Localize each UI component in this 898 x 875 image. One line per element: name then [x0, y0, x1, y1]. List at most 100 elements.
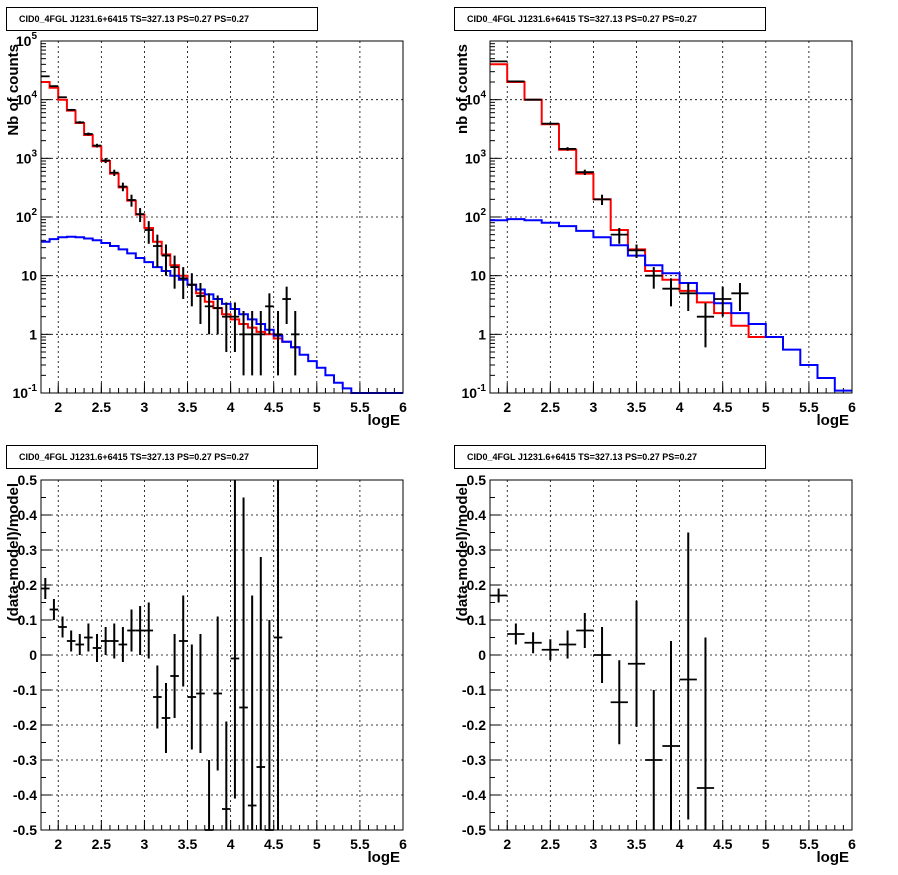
y-tick-label: 10 [21, 268, 37, 284]
y-tick-label: 1 [478, 326, 486, 342]
data-point [662, 278, 680, 307]
data-point [696, 637, 715, 830]
y-axis-label: (data-model)/model [454, 483, 471, 621]
y-tick-label: 10-1 [13, 383, 38, 401]
plot-frame [40, 40, 404, 394]
y-tick-label: 10 [470, 268, 486, 284]
y-tick-label: -0.2 [13, 717, 37, 733]
panel-title-bottom-right: CID0_4FGL J1231.6+6415 TS=327.13 PS=0.27… [454, 445, 766, 469]
x-tick-label: 3 [590, 399, 598, 415]
x-tick-label: 4.5 [264, 836, 284, 852]
y-tick-label: -0.4 [13, 787, 37, 803]
data-point [610, 660, 628, 745]
x-tick-label: 3.5 [627, 399, 647, 415]
data-point [127, 609, 136, 652]
total-model-histogram [41, 81, 300, 349]
data-point [127, 194, 136, 207]
data-point [144, 602, 154, 659]
x-tick-label: 3.5 [178, 836, 198, 852]
data-point [170, 634, 179, 718]
y-tick-label: 104 [16, 90, 38, 108]
data-point [101, 627, 110, 655]
plot-frame [489, 40, 853, 394]
data-point [230, 302, 240, 352]
x-tick-label: 6 [848, 399, 856, 415]
data-point [187, 644, 197, 750]
x-tick-label: 6 [848, 836, 856, 852]
y-tick-label: 0.3 [467, 542, 487, 558]
x-tick-label: 2 [54, 836, 62, 852]
y-tick-label: -0.3 [462, 752, 486, 768]
data-point [558, 630, 577, 659]
data-point [92, 143, 102, 148]
data-point [58, 96, 67, 99]
x-tick-label: 5.5 [350, 399, 370, 415]
y-tick-label: -0.4 [462, 787, 486, 803]
x-tick-label: 4 [676, 836, 684, 852]
x-axis-label: logE [817, 849, 850, 866]
y-tick-label: 0.5 [467, 472, 487, 488]
x-tick-label: 4 [227, 836, 235, 852]
y-tick-label: -0.2 [462, 717, 486, 733]
data-point [49, 85, 59, 88]
data-point [627, 244, 646, 259]
y-tick-label: 0.2 [467, 577, 487, 593]
y-tick-label: 103 [16, 148, 38, 166]
panel-title-top-right: CID0_4FGL J1231.6+6415 TS=327.13 PS=0.27… [454, 7, 766, 31]
data-point [524, 632, 542, 654]
y-tick-label: 0.2 [18, 577, 38, 593]
x-tick-label: 4 [676, 399, 684, 415]
data-point [144, 221, 154, 244]
y-tick-label: 0.4 [467, 507, 487, 523]
x-tick-label: 2 [503, 836, 511, 852]
x-tick-label: 5.5 [799, 399, 819, 415]
x-tick-label: 4.5 [713, 836, 733, 852]
data-point [273, 310, 283, 376]
data-point [265, 293, 274, 335]
y-tick-label: 10-1 [462, 383, 487, 401]
x-tick-label: 5 [313, 836, 321, 852]
data-point [101, 158, 110, 164]
y-tick-label: 103 [465, 148, 487, 166]
data-point [627, 600, 646, 727]
data-point [49, 599, 59, 620]
panel-title-top-left: CID0_4FGL J1231.6+6415 TS=327.13 PS=0.27… [6, 7, 318, 31]
data-point [75, 634, 85, 655]
x-tick-label: 3 [141, 399, 149, 415]
x-tick-label: 2.5 [92, 836, 112, 852]
data-point [230, 480, 240, 799]
y-tick-label: -0.1 [462, 682, 486, 698]
y-tick-label: 1 [29, 326, 37, 342]
data-point [84, 623, 93, 652]
data-point [576, 169, 594, 175]
y-tick-label: -0.3 [13, 752, 37, 768]
data-point [714, 286, 732, 317]
data-point [213, 295, 222, 335]
x-tick-label: 2 [503, 399, 511, 415]
source-model-histogram [41, 235, 403, 394]
x-tick-label: 5 [313, 399, 321, 415]
x-tick-label: 6 [399, 399, 407, 415]
data-point [239, 310, 248, 376]
x-tick-label: 2.5 [541, 399, 561, 415]
x-tick-label: 3 [590, 836, 598, 852]
x-axis-label: logE [368, 849, 401, 866]
data-point [645, 690, 663, 830]
data-point [135, 208, 145, 223]
data-point [541, 122, 559, 125]
data-point [109, 623, 119, 659]
data-point [256, 557, 266, 830]
data-point [204, 293, 214, 335]
x-tick-label: 6 [399, 836, 407, 852]
x-tick-label: 4 [227, 399, 235, 415]
data-point [273, 480, 283, 830]
y-axis-label: Nb of counts [5, 44, 22, 136]
y-axis-label: (data-model)/model [5, 483, 22, 621]
data-point [645, 267, 663, 289]
data-point [196, 634, 205, 753]
data-point [170, 255, 179, 289]
